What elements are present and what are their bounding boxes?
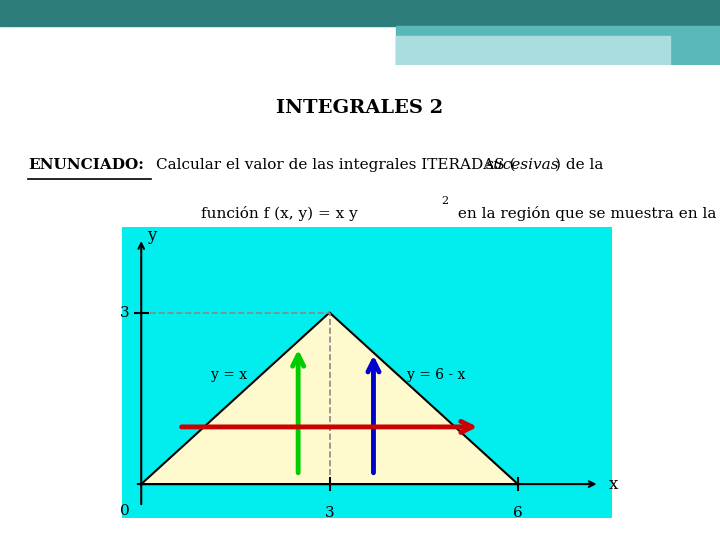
Polygon shape [141,313,518,484]
Text: ENUNCIADO:: ENUNCIADO: [28,158,144,172]
Bar [396,36,670,65]
Text: función f (x, y) = x y: función f (x, y) = x y [201,206,358,221]
Bar [396,26,720,65]
Text: Calcular el valor de las integrales ITERADAS (: Calcular el valor de las integrales ITER… [156,158,516,172]
Bar [0,0,720,26]
Text: 3: 3 [325,506,334,520]
Text: sucesivas: sucesivas [486,158,559,172]
Text: y: y [148,227,157,244]
Text: y = 6 - x: y = 6 - x [407,368,465,382]
Text: 0: 0 [120,504,130,518]
Text: x: x [609,476,618,492]
Text: 6: 6 [513,506,523,520]
Text: ) de la: ) de la [555,158,603,172]
Text: y = x: y = x [211,368,247,382]
Text: 3: 3 [120,306,130,320]
Text: 2: 2 [441,195,449,206]
Text: INTEGRALES 2: INTEGRALES 2 [276,99,444,117]
Text: en la región que se muestra en la figura.: en la región que se muestra en la figura… [454,206,720,221]
